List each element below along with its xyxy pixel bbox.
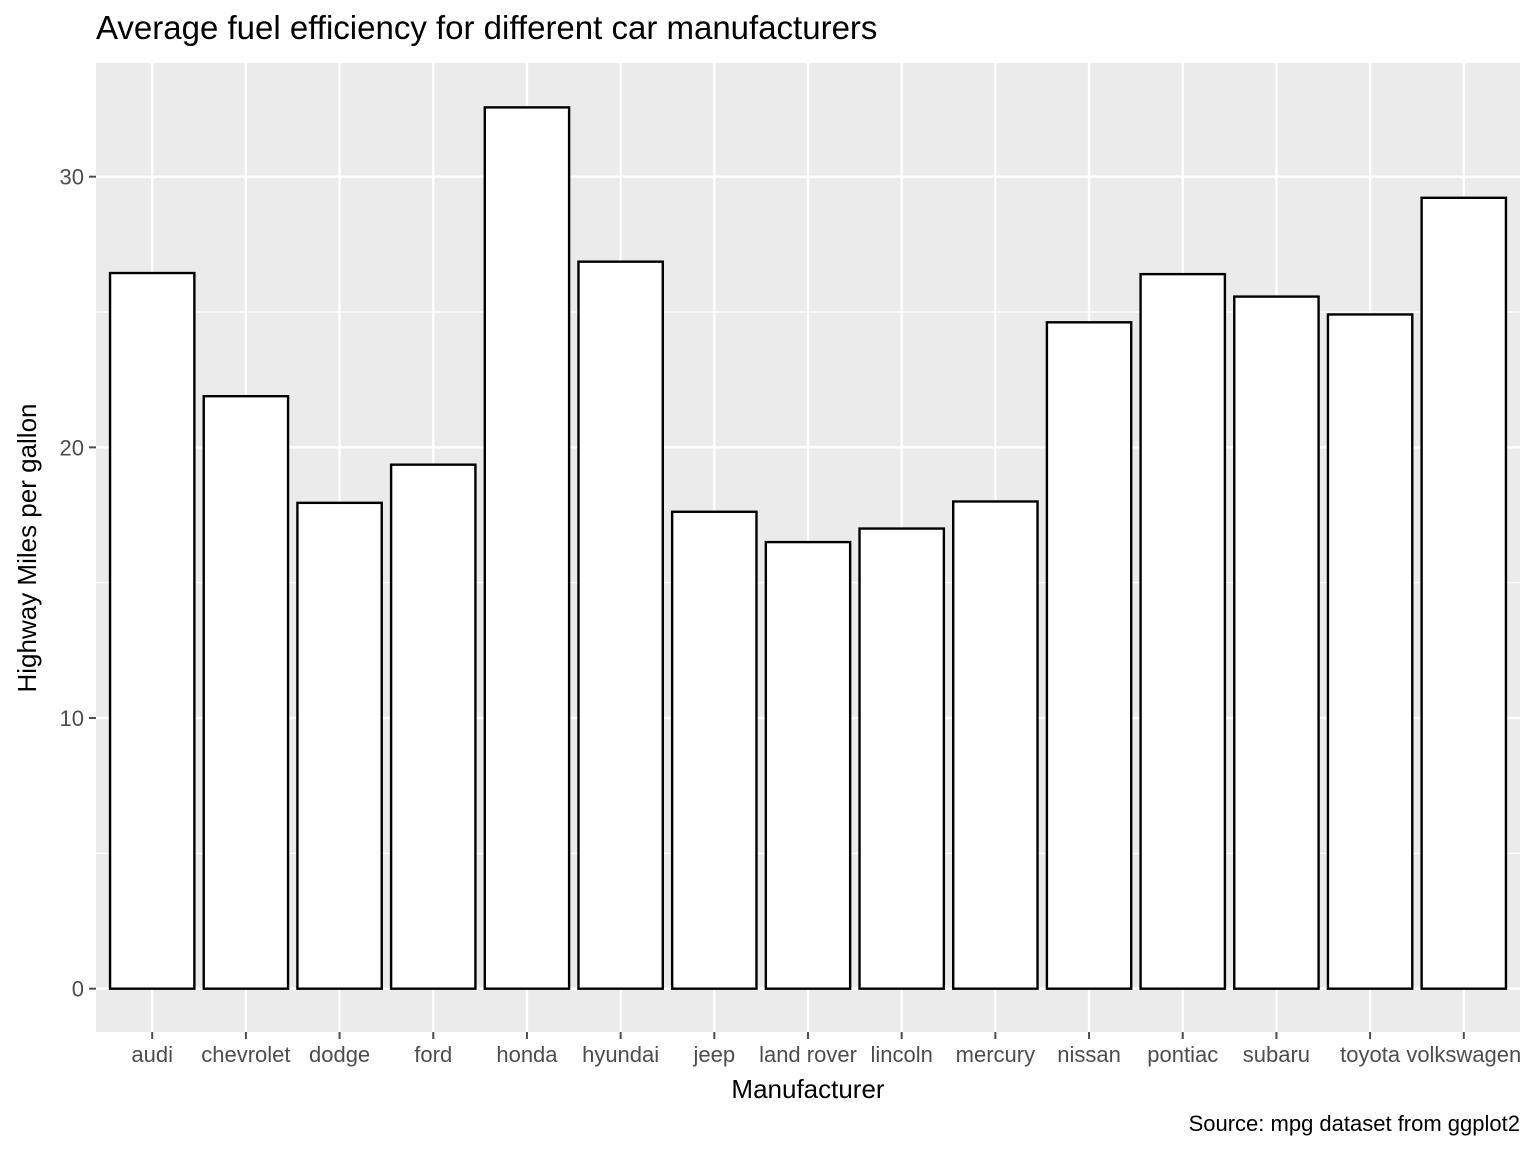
bar-chevrolet [202, 394, 290, 990]
bar-lincoln [858, 527, 946, 990]
x-tick-label: toyota [1340, 1042, 1401, 1067]
bar-hyundai [577, 260, 664, 990]
y-tick-label: 10 [60, 706, 84, 731]
x-tick-label: lincoln [870, 1042, 932, 1067]
x-tick-label: honda [496, 1042, 558, 1067]
x-tick-label: chevrolet [201, 1042, 290, 1067]
bar-nissan [1045, 321, 1133, 990]
y-tick-label: 0 [72, 977, 84, 1002]
bar-pontiac [1139, 272, 1227, 990]
y-tick-label: 30 [60, 165, 84, 190]
x-tick-label: ford [414, 1042, 452, 1067]
x-tick-label: dodge [309, 1042, 370, 1067]
chart-caption: Source: mpg dataset from ggplot2 [1189, 1111, 1520, 1136]
bar-dodge [296, 501, 383, 990]
x-tick-label: land rover [759, 1042, 857, 1067]
bar-land-rover [764, 540, 852, 990]
x-tick-label: audi [131, 1042, 173, 1067]
x-tick-label: pontiac [1147, 1042, 1218, 1067]
y-axis: 0 10 20 30 [60, 165, 96, 1002]
x-axis: audi chevrolet dodge ford honda hyundai jeep la… [131, 1032, 1521, 1067]
bar-audi [108, 271, 196, 990]
y-axis-title: Highway Miles per gallon [12, 403, 42, 692]
bars [108, 106, 1508, 990]
x-tick-label: nissan [1057, 1042, 1121, 1067]
chart-title: Average fuel efficiency for different ca… [96, 9, 877, 46]
x-tick-label: jeep [693, 1042, 736, 1067]
y-tick-label: 20 [60, 435, 84, 460]
bar-subaru [1233, 295, 1320, 990]
x-tick-label: subaru [1243, 1042, 1310, 1067]
bar-mercury [952, 500, 1039, 990]
x-tick-label: hyundai [582, 1042, 659, 1067]
bar-toyota [1326, 313, 1414, 990]
bar-volkswagen [1420, 196, 1508, 990]
bar-honda [483, 106, 571, 990]
x-axis-title: Manufacturer [731, 1074, 885, 1104]
x-tick-label: mercury [956, 1042, 1035, 1067]
bar-ford [389, 463, 477, 990]
x-tick-label: volkswagen [1406, 1042, 1521, 1067]
bar-jeep [670, 510, 758, 990]
